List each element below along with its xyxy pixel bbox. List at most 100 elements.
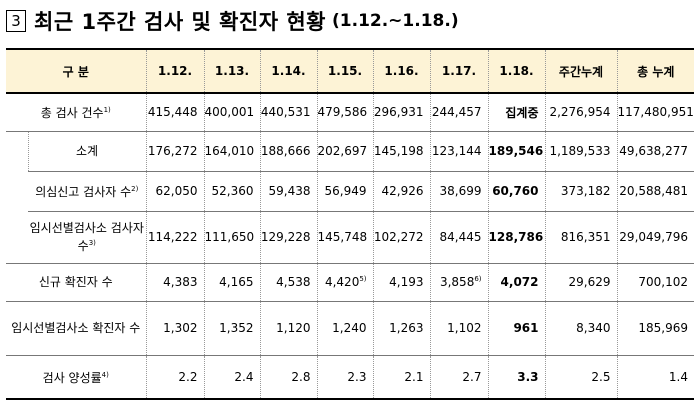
- cell-value: 4,193: [389, 275, 424, 289]
- value-cell: 961: [487, 301, 546, 356]
- cell-value: 185,969: [638, 321, 689, 335]
- cell-value: 42,926: [381, 184, 424, 198]
- value-cell: 62,050: [145, 171, 205, 212]
- cell-value: 2.4: [234, 369, 254, 384]
- testing-status-table: 구 분 1.12. 1.13. 1.14. 1.15. 1.16. 1.17. …: [6, 48, 695, 400]
- row-label-text: 신규 확진자 수: [38, 274, 113, 289]
- cell-value: 집계중: [505, 105, 539, 120]
- header-cell: 1.12.: [145, 48, 205, 94]
- cell-value: 188,666: [260, 144, 311, 158]
- value-cell: 129,228: [259, 211, 318, 264]
- cell-value: 373,182: [560, 184, 611, 198]
- cell-value: 29,629: [568, 275, 611, 289]
- cell-value: 102,272: [373, 230, 424, 244]
- cell-value: 961: [513, 321, 539, 335]
- header-cell: 총 누계: [616, 48, 695, 94]
- value-cell: 123,144: [429, 131, 489, 172]
- value-cell: 60,760: [487, 171, 546, 212]
- value-cell: 400,001: [203, 93, 261, 132]
- value-cell: 415,448: [145, 93, 205, 132]
- section-title: 3 최근 1주간 검사 및 확진자 현황 (1.12.~1.18.): [6, 6, 459, 36]
- value-cell: 2.2: [145, 355, 205, 400]
- header-cell: 주간누계: [544, 48, 618, 94]
- cell-value: 56,949: [324, 184, 367, 198]
- value-cell: 244,457: [429, 93, 489, 132]
- row-label: 검사 양성률4): [6, 355, 147, 400]
- value-cell: 164,010: [203, 131, 261, 172]
- table-row: 검사 양성률4) 2.2 2.4 2.8 2.3 2.1 2.7 3.3 2.5 1.4: [6, 355, 695, 400]
- value-cell: 2,276,954: [544, 93, 618, 132]
- footnote-marker: 2): [131, 185, 139, 193]
- cell-value: 1.4: [668, 369, 689, 384]
- cell-value: 111,650: [204, 230, 255, 244]
- value-cell: 188,666: [259, 131, 318, 172]
- row-label-text: 의심신고 검사자 수: [35, 185, 132, 199]
- value-cell: 1,120: [259, 301, 318, 356]
- value-cell: 128,786: [487, 211, 546, 264]
- cell-value: 1,102: [447, 321, 482, 335]
- cell-value: 415,448: [147, 105, 198, 120]
- row-label-text: 소계: [75, 143, 99, 158]
- row-label: 소계: [27, 131, 147, 172]
- value-cell: 1,302: [145, 301, 205, 356]
- footnote-marker: 3): [88, 238, 96, 247]
- cell-value: 145,198: [373, 144, 424, 158]
- header-cell: 1.15.: [316, 48, 374, 94]
- value-cell: 42,926: [372, 171, 431, 212]
- value-cell: 816,351: [544, 211, 618, 264]
- table-row: 임시선별검사소 검사자 수3) 114,222 111,650 129,228 145,…: [6, 211, 695, 264]
- value-cell: 202,697: [316, 131, 374, 172]
- table-row: 소계 176,272 164,010 188,666 202,697 145,198 123…: [6, 131, 695, 264]
- cell-value: 700,102: [638, 275, 689, 289]
- header-row: 구 분 1.12. 1.13. 1.14. 1.15. 1.16. 1.17. …: [6, 48, 695, 94]
- cell-value: 816,351: [560, 230, 611, 244]
- row-label-text: 검사 양성률: [42, 370, 102, 385]
- cell-value: 1,120: [276, 321, 311, 335]
- cell-value: 8,340: [576, 321, 611, 335]
- cell-value: 400,001: [204, 105, 255, 120]
- cell-value: 2.2: [178, 369, 198, 384]
- value-cell: 189,546: [487, 131, 546, 172]
- value-cell: 145,748: [316, 211, 374, 264]
- cell-value: 1,352: [219, 321, 254, 335]
- value-cell: 38,699: [429, 171, 489, 212]
- footnote-marker: 5): [359, 275, 367, 283]
- header-cell: 1.16.: [372, 48, 431, 94]
- value-cell: 4,072: [487, 263, 546, 302]
- value-cell: 111,650: [203, 211, 261, 264]
- value-cell: 1.4: [616, 355, 695, 400]
- cell-value: 49,638,277: [619, 144, 689, 158]
- header-category: 구 분: [6, 48, 147, 94]
- cell-value: 176,272: [147, 144, 198, 158]
- row-label: 의심신고 검사자 수2): [28, 171, 147, 212]
- cell-value: 4,072: [500, 275, 539, 289]
- cell-value: 202,697: [317, 144, 368, 158]
- cell-value: 1,302: [163, 321, 198, 335]
- header-cell: 1.14.: [259, 48, 318, 94]
- value-cell: 114,222: [145, 211, 205, 264]
- cell-value: 1,263: [389, 321, 424, 335]
- cell-value: 2,276,954: [549, 105, 611, 120]
- header-cell: 1.18.: [487, 48, 546, 94]
- value-cell: 4,193: [372, 263, 431, 302]
- value-cell: 373,182: [544, 171, 618, 212]
- cell-value: 123,144: [431, 144, 482, 158]
- section-number-box: 3: [6, 10, 26, 32]
- value-cell: 4,538: [259, 263, 318, 302]
- table-row: 총 검사 건수1) 415,448 400,001 440,531 479,586 296…: [6, 93, 695, 132]
- title-date-range: (1.12.~1.18.): [332, 11, 459, 31]
- cell-value: 84,445: [439, 230, 482, 244]
- value-cell: 1,102: [429, 301, 489, 356]
- cell-value: 114,222: [147, 230, 198, 244]
- cell-value: 145,748: [317, 230, 368, 244]
- header-cell: 1.17.: [429, 48, 489, 94]
- cell-value: 2.1: [404, 369, 424, 384]
- value-cell: 2.5: [544, 355, 618, 400]
- table-row: 신규 확진자 수 4,383 4,165 4,538 4,4205) 4,193 3,858…: [6, 263, 695, 302]
- cell-value: 38,699: [439, 184, 482, 198]
- value-cell: 117,480,951: [616, 93, 695, 132]
- value-cell: 49,638,277: [616, 131, 695, 172]
- value-cell: 1,352: [203, 301, 261, 356]
- cell-value: 1,189,533: [549, 144, 611, 158]
- cell-value: 117,480,951: [617, 105, 694, 120]
